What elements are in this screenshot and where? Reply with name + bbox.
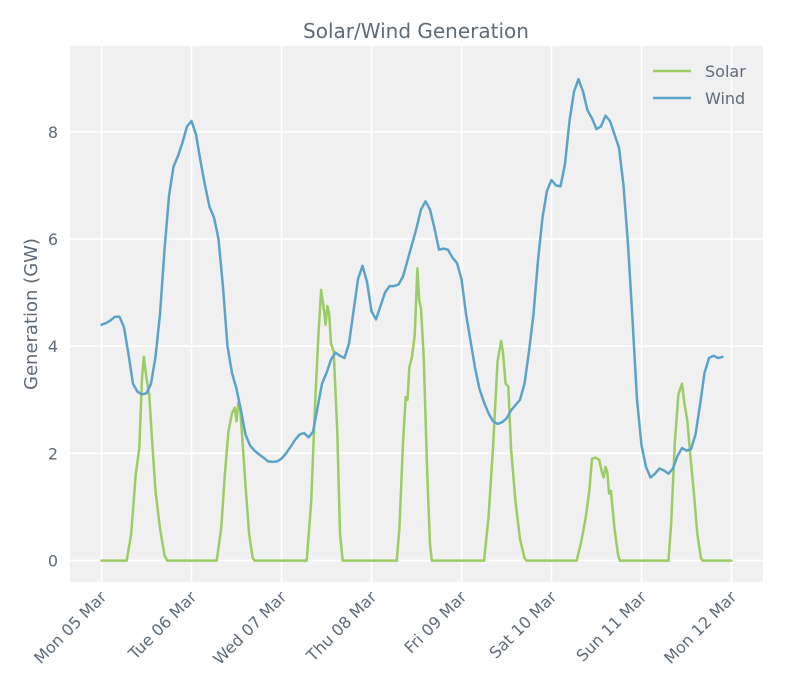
y-tick-label: 0 — [48, 552, 58, 571]
x-tick-label: Thu 08 Mar — [302, 587, 381, 666]
x-tick-label: Sun 11 Mar — [572, 587, 650, 665]
y-tick-label: 6 — [48, 230, 58, 249]
legend-label-solar: Solar — [705, 62, 746, 81]
y-tick-label: 2 — [48, 444, 58, 463]
x-tick-label: Mon 12 Mar — [660, 587, 741, 668]
legend-label-wind: Wind — [705, 89, 745, 108]
series-line-wind — [100, 77, 724, 479]
series-line-solar — [100, 267, 733, 562]
x-tick-label: Tue 06 Mar — [124, 587, 201, 664]
x-tick-label: Fri 09 Mar — [400, 587, 470, 657]
grid — [70, 46, 763, 582]
series-layer — [100, 77, 733, 562]
y-tick-label: 4 — [48, 337, 58, 356]
y-tick-labels: 0 2 4 6 8 — [48, 123, 58, 571]
x-tick-label: Sat 10 Mar — [485, 587, 560, 662]
x-tick-labels: Mon 05 Mar Tue 06 Mar Wed 07 Mar Thu 08 Mar… — [30, 587, 741, 668]
x-tick-label: Mon 05 Mar — [30, 587, 111, 668]
x-tick-label: Wed 07 Mar — [209, 587, 290, 668]
y-axis-label: Generation (GW) — [21, 238, 42, 390]
y-tick-label: 8 — [48, 123, 58, 142]
chart-title: Solar/Wind Generation — [303, 19, 529, 43]
legend: Solar Wind — [653, 62, 746, 108]
